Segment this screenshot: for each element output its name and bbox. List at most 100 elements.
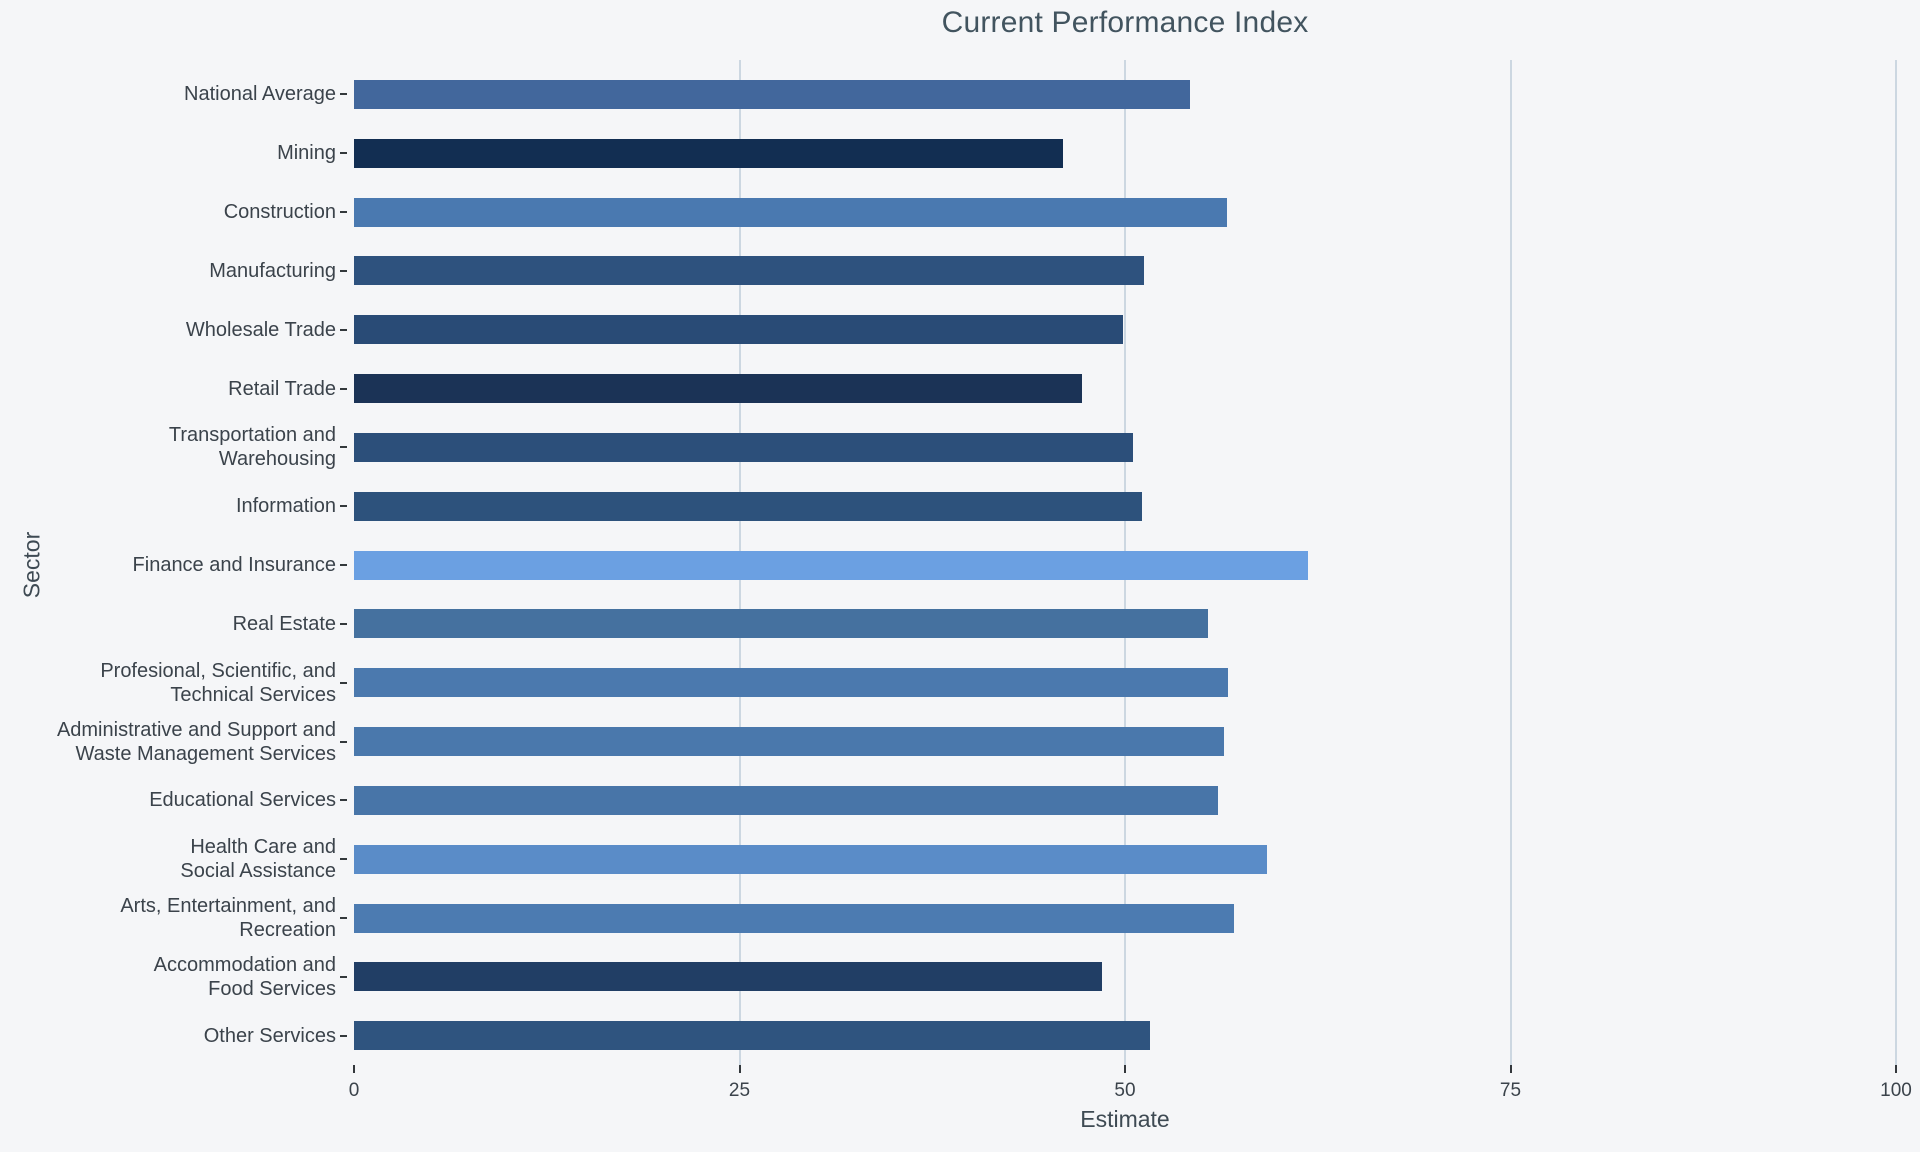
x-tick-label-75: 75 — [1499, 1080, 1522, 1101]
bar-mining[interactable] — [354, 138, 1064, 168]
bar-arts-entertainment-and-recreation[interactable] — [354, 903, 1235, 933]
y-tick — [340, 681, 347, 684]
category-label-wholesale-trade: Wholesale Trade — [185, 318, 336, 341]
bar-track — [354, 844, 1896, 874]
bar-accommodation-and-food-services[interactable] — [354, 962, 1102, 992]
bar-track — [354, 785, 1896, 815]
bar-finance-and-insurance[interactable] — [354, 550, 1309, 580]
y-tick — [340, 211, 347, 214]
bar-track — [354, 962, 1896, 992]
category-label-arts-entertainment-and-recreation: Arts, Entertainment, and Recreation — [120, 895, 336, 941]
x-axis-title: Estimate — [1080, 1106, 1170, 1132]
category-label-real-estate: Real Estate — [232, 612, 336, 635]
y-tick — [340, 446, 347, 449]
bar-row: Profesional, Scientific, and Technical S… — [0, 653, 1896, 712]
x-tick-mark-100 — [1895, 1065, 1897, 1073]
bar-row: Retail Trade — [0, 359, 1896, 418]
bar-wholesale-trade[interactable] — [354, 315, 1124, 345]
x-tick-mark-25 — [738, 1065, 741, 1073]
x-tick-mark-0 — [353, 1065, 355, 1073]
bar-row: Information — [0, 477, 1896, 536]
category-label-other-services: Other Services — [203, 1024, 336, 1047]
bar-information[interactable] — [354, 491, 1142, 521]
bar-construction[interactable] — [354, 197, 1227, 227]
gridline-100 — [1895, 60, 1897, 1065]
y-tick — [340, 740, 347, 743]
bar-track — [354, 138, 1896, 168]
bar-row: Construction — [0, 183, 1896, 242]
y-tick — [340, 152, 347, 155]
bar-row: Educational Services — [0, 771, 1896, 830]
bar-track — [354, 315, 1896, 345]
y-tick — [340, 505, 347, 508]
gridline-75 — [1509, 60, 1512, 1065]
category-label-mining: Mining — [277, 142, 336, 165]
bar-row: Real Estate — [0, 594, 1896, 653]
bar-manufacturing[interactable] — [354, 256, 1144, 286]
y-tick — [340, 622, 347, 625]
bar-track — [354, 727, 1896, 757]
category-label-profesional-scientific-and-technical-services: Profesional, Scientific, and Technical S… — [100, 659, 336, 706]
y-tick — [340, 269, 347, 272]
bar-transportation-and-warehousing[interactable] — [354, 432, 1133, 462]
x-tick-label-100: 100 — [1880, 1080, 1912, 1101]
y-tick — [340, 799, 347, 802]
bar-track — [354, 197, 1896, 227]
bar-row: Finance and Insurance — [0, 536, 1896, 595]
bar-track — [354, 1021, 1896, 1051]
y-tick — [340, 917, 347, 919]
bar-track — [354, 374, 1896, 404]
bar-national-average[interactable] — [354, 79, 1190, 109]
y-tick — [340, 1034, 347, 1037]
category-label-finance-and-insurance: Finance and Insurance — [132, 554, 336, 577]
bar-administrative-and-support-and-waste-management-services[interactable] — [354, 727, 1224, 757]
category-label-national-average: National Average — [184, 83, 336, 106]
y-tick — [340, 975, 347, 978]
bar-track — [354, 668, 1896, 698]
y-tick — [340, 858, 347, 861]
category-label-retail-trade: Retail Trade — [228, 377, 336, 400]
category-label-manufacturing: Manufacturing — [209, 259, 336, 282]
bar-other-services[interactable] — [354, 1021, 1150, 1051]
bar-row: Other Services — [0, 1006, 1896, 1065]
bar-track — [354, 903, 1896, 933]
category-label-accommodation-and-food-services: Accommodation and Food Services — [153, 953, 336, 1000]
category-label-construction: Construction — [223, 201, 336, 224]
bar-retail-trade[interactable] — [354, 374, 1082, 404]
x-tick-mark-75 — [1509, 1065, 1512, 1073]
category-label-administrative-and-support-and-waste-management-services: Administrative and Support and Waste Man… — [56, 718, 336, 765]
bar-row: Health Care and Social Assistance — [0, 830, 1896, 889]
category-label-educational-services: Educational Services — [149, 789, 336, 812]
x-tick-mark-50 — [1124, 1065, 1126, 1073]
chart-title: Current Performance Index — [941, 6, 1309, 39]
bar-track — [354, 79, 1896, 109]
bar-track — [354, 550, 1896, 580]
bar-row: Administrative and Support and Waste Man… — [0, 712, 1896, 771]
y-tick — [340, 564, 347, 567]
y-axis-title: Sector — [18, 531, 45, 599]
bar-track — [354, 432, 1896, 462]
bar-track — [354, 256, 1896, 286]
bar-row: Arts, Entertainment, and Recreation — [0, 889, 1896, 948]
category-label-information: Information — [235, 495, 336, 518]
x-axis: 0 25 50 75 100 — [349, 1065, 1912, 1145]
y-tick — [340, 328, 347, 331]
y-tick — [340, 387, 347, 390]
bar-real-estate[interactable] — [354, 609, 1209, 639]
bar-track — [354, 609, 1896, 639]
x-tick-label-25: 25 — [728, 1080, 751, 1101]
x-tick-label-0: 0 — [348, 1080, 360, 1101]
bar-row: Manufacturing — [0, 241, 1896, 300]
bar-track — [354, 491, 1896, 521]
bar-row: Wholesale Trade — [0, 300, 1896, 359]
category-label-health-care-and-social-assistance: Health Care and Social Assistance — [180, 836, 336, 883]
y-tick — [340, 93, 347, 96]
bar-profesional-scientific-and-technical-services[interactable] — [354, 668, 1229, 698]
category-label-transportation-and-warehousing: Transportation and Warehousing — [168, 424, 336, 471]
bar-educational-services[interactable] — [354, 785, 1218, 815]
plot-body: National Average Mining Construction Manufa… — [0, 60, 1897, 1065]
bar-health-care-and-social-assistance[interactable] — [354, 844, 1267, 874]
bar-row: Mining — [0, 124, 1896, 183]
plot-area: National Average Mining Construction Manufa… — [0, 65, 1896, 1065]
